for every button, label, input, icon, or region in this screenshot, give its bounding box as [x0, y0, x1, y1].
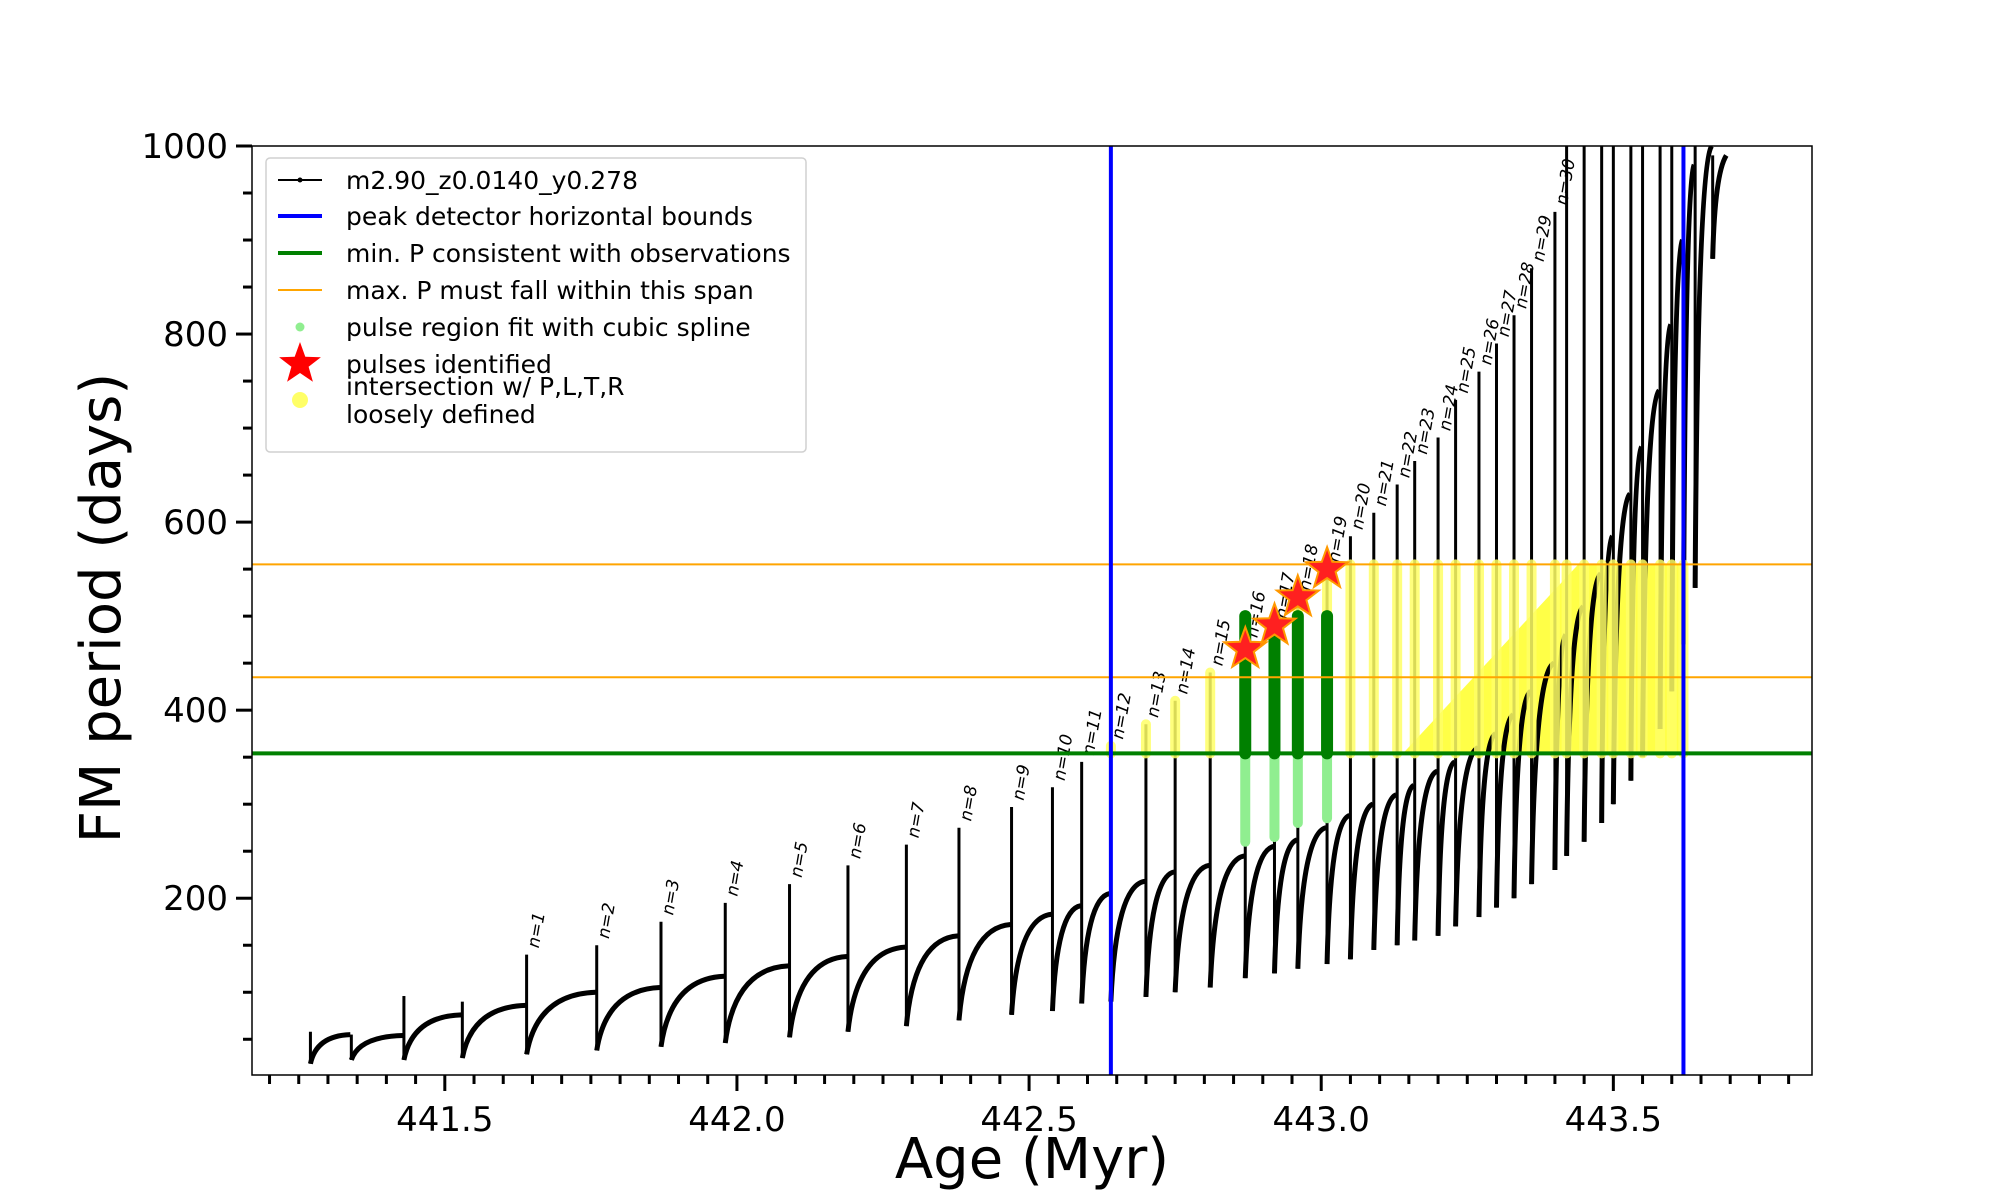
- plot-frame: [251, 145, 1813, 1076]
- pulse-curve: [1324, 813, 1351, 965]
- legend-handle-marker: [297, 177, 303, 183]
- pulse-curve: [524, 989, 596, 1055]
- pulse-curve: [787, 954, 848, 1038]
- y-tick-label: 800: [163, 315, 228, 355]
- x-tick-label: 443.5: [1565, 1100, 1662, 1140]
- pulse-curve: [348, 1033, 403, 1061]
- identified-pulse-star: [1303, 544, 1351, 590]
- x-tick-label: 442.5: [980, 1100, 1077, 1140]
- identified-pulse-star: [1250, 600, 1299, 646]
- pulse-curve: [1710, 154, 1729, 259]
- pulse-curve: [307, 1032, 351, 1065]
- pulse-curve: [1394, 783, 1416, 946]
- pulse-curve: [845, 944, 906, 1033]
- legend-label: intersection w/ P,L,T,R loosely defined: [346, 372, 625, 429]
- pulse-curve: [722, 963, 789, 1044]
- pulse-curve: [1371, 792, 1398, 950]
- y-tick-label: 600: [163, 503, 228, 543]
- pulse-curve: [401, 1012, 462, 1061]
- pulse-curve: [1412, 768, 1439, 941]
- pulse-curve: [459, 1002, 526, 1059]
- legend-label: pulses identified: [346, 350, 552, 379]
- legend-label: max. P must fall within this span: [346, 276, 754, 305]
- x-axis-label: Age (Myr): [895, 1127, 1169, 1192]
- identified-pulse-star: [1274, 572, 1322, 618]
- pulse-curve: [594, 985, 661, 1051]
- x-tick-label: 443.0: [1273, 1100, 1370, 1140]
- pulse-curve: [1207, 853, 1245, 988]
- pulse-curve: [1295, 825, 1328, 969]
- pulse-curve: [956, 922, 1011, 1021]
- pulse-curve: [1529, 660, 1556, 885]
- pulse-curve: [1172, 862, 1210, 993]
- pulse-curve: [1347, 801, 1375, 960]
- legend-box: [265, 157, 807, 453]
- pulse-curve: [1143, 869, 1176, 998]
- x-tick-label: 442.0: [688, 1100, 785, 1140]
- pulse-curve: [1271, 837, 1299, 974]
- pulse-curve: [658, 973, 725, 1048]
- x-tick-label: 441.5: [396, 1100, 493, 1140]
- legend-handle-star: [279, 342, 321, 382]
- legend-label: peak detector horizontal bounds: [346, 202, 753, 231]
- axes: 441.5 442.0 442.5 443.0 443.5 200 400 600 800 100…: [141, 127, 1791, 1140]
- pulse-curve: [903, 933, 959, 1027]
- y-tick-label: 1000: [141, 127, 228, 167]
- pulse-curve: [1079, 891, 1111, 1004]
- legend-label: pulse region fit with cubic spline: [346, 313, 751, 342]
- pulse-curve: [1009, 911, 1052, 1015]
- pulse-curve: [1692, 146, 1714, 588]
- legend-handle-dot: [295, 322, 305, 332]
- pulse-curve: [1242, 844, 1275, 979]
- y-axis-label: FM period (days): [69, 373, 134, 843]
- legend-handle-dot: [292, 392, 308, 408]
- legend-label: m2.90_z0.0140_y0.278: [346, 166, 638, 195]
- y-tick-label: 400: [163, 691, 228, 731]
- pulse-curve: [1049, 903, 1082, 1012]
- legend-label: min. P consistent with observations: [346, 239, 791, 268]
- pulse-curve: [1435, 759, 1457, 936]
- y-tick-label: 200: [163, 879, 228, 919]
